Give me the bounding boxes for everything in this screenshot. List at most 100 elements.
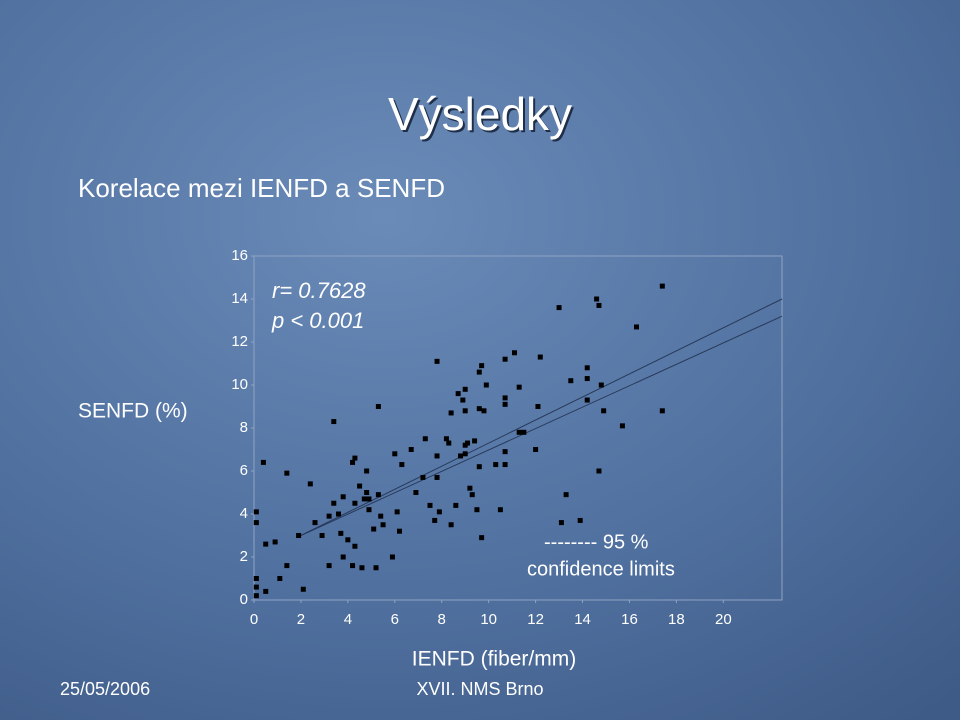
point: [558, 520, 564, 526]
point: [364, 490, 370, 495]
point: [577, 517, 583, 523]
x-axis-label: IENFD (fiber/mm): [412, 648, 577, 671]
point: [277, 576, 283, 581]
point: [422, 436, 428, 442]
point: [427, 502, 433, 508]
point: [340, 554, 346, 560]
point: [436, 509, 442, 515]
title: Výsledky: [388, 88, 572, 140]
x-tick-label: 20: [715, 611, 732, 628]
annotation: r= 0.7628: [272, 278, 366, 303]
point: [350, 563, 356, 569]
point: [375, 404, 381, 409]
point: [408, 447, 414, 452]
point: [502, 356, 508, 362]
point: [375, 492, 381, 498]
point: [516, 384, 522, 390]
point: [493, 462, 499, 468]
x-tick-label: 8: [438, 611, 446, 628]
point: [462, 386, 468, 392]
point: [389, 554, 395, 560]
title-shadow: Výsledky: [390, 90, 574, 142]
point: [340, 494, 346, 500]
point: [462, 408, 468, 414]
y-tick-label: 14: [231, 290, 248, 307]
footer-date: 25/05/2006: [60, 679, 150, 699]
point: [357, 483, 363, 489]
y-axis-label: SENFD (%): [78, 400, 188, 423]
x-tick-label: 14: [574, 611, 591, 628]
point: [394, 509, 400, 515]
point: [476, 464, 482, 470]
point: [253, 576, 259, 581]
y-tick-label: 2: [240, 548, 248, 565]
point: [373, 565, 379, 571]
point: [260, 459, 266, 465]
point: [396, 528, 402, 534]
point: [458, 453, 464, 459]
x-tick-label: 4: [344, 611, 352, 628]
point: [263, 541, 269, 547]
point: [253, 509, 259, 515]
subtitle: Korelace mezi IENFD a SENFD: [78, 173, 445, 203]
point: [584, 376, 590, 382]
point: [502, 462, 508, 468]
point: [474, 507, 480, 513]
point: [483, 382, 489, 388]
y-tick-label: 6: [240, 462, 248, 479]
point: [601, 408, 607, 414]
point: [462, 451, 468, 457]
x-tick-label: 6: [391, 611, 399, 628]
point: [392, 451, 398, 457]
point: [366, 496, 372, 502]
point: [453, 502, 459, 508]
point: [502, 449, 508, 455]
point: [263, 588, 269, 594]
point: [399, 462, 405, 468]
point: [535, 404, 541, 409]
point: [659, 283, 665, 289]
x-tick-label: 2: [297, 611, 305, 628]
point: [296, 533, 302, 538]
point: [446, 440, 452, 446]
x-tick-label: 0: [250, 611, 258, 628]
point: [469, 492, 475, 498]
point: [352, 500, 358, 506]
point: [448, 410, 454, 416]
y-tick-label: 8: [240, 419, 248, 436]
point: [596, 468, 602, 474]
point: [619, 423, 625, 429]
point: [659, 408, 665, 414]
point: [371, 526, 377, 532]
point: [352, 543, 358, 549]
point: [284, 563, 290, 569]
legend-text: -------- 95 %: [544, 531, 649, 553]
point: [307, 481, 313, 487]
point: [455, 391, 461, 397]
x-tick-label: 18: [668, 611, 685, 628]
point: [472, 438, 478, 444]
confidence-line: [296, 298, 783, 539]
point: [502, 395, 508, 401]
y-tick-label: 16: [231, 247, 248, 264]
point: [432, 517, 438, 523]
point: [537, 354, 543, 360]
point: [434, 358, 440, 364]
point: [521, 429, 527, 435]
y-tick-label: 0: [240, 591, 248, 608]
y-tick-label: 4: [240, 505, 248, 522]
plot: 0 2 4 6 8 10 12 14 16 0 2 4 6 8 10 12 14 16 18 20: [231, 247, 783, 628]
point: [476, 406, 482, 412]
x-tick-label: 12: [527, 611, 544, 628]
point: [300, 586, 306, 592]
point: [361, 496, 367, 502]
point: [448, 522, 454, 528]
point: [319, 533, 325, 538]
point: [413, 490, 419, 495]
point: [467, 485, 473, 491]
point: [378, 513, 384, 519]
y-tick-label: 10: [231, 376, 248, 393]
point: [533, 447, 539, 452]
